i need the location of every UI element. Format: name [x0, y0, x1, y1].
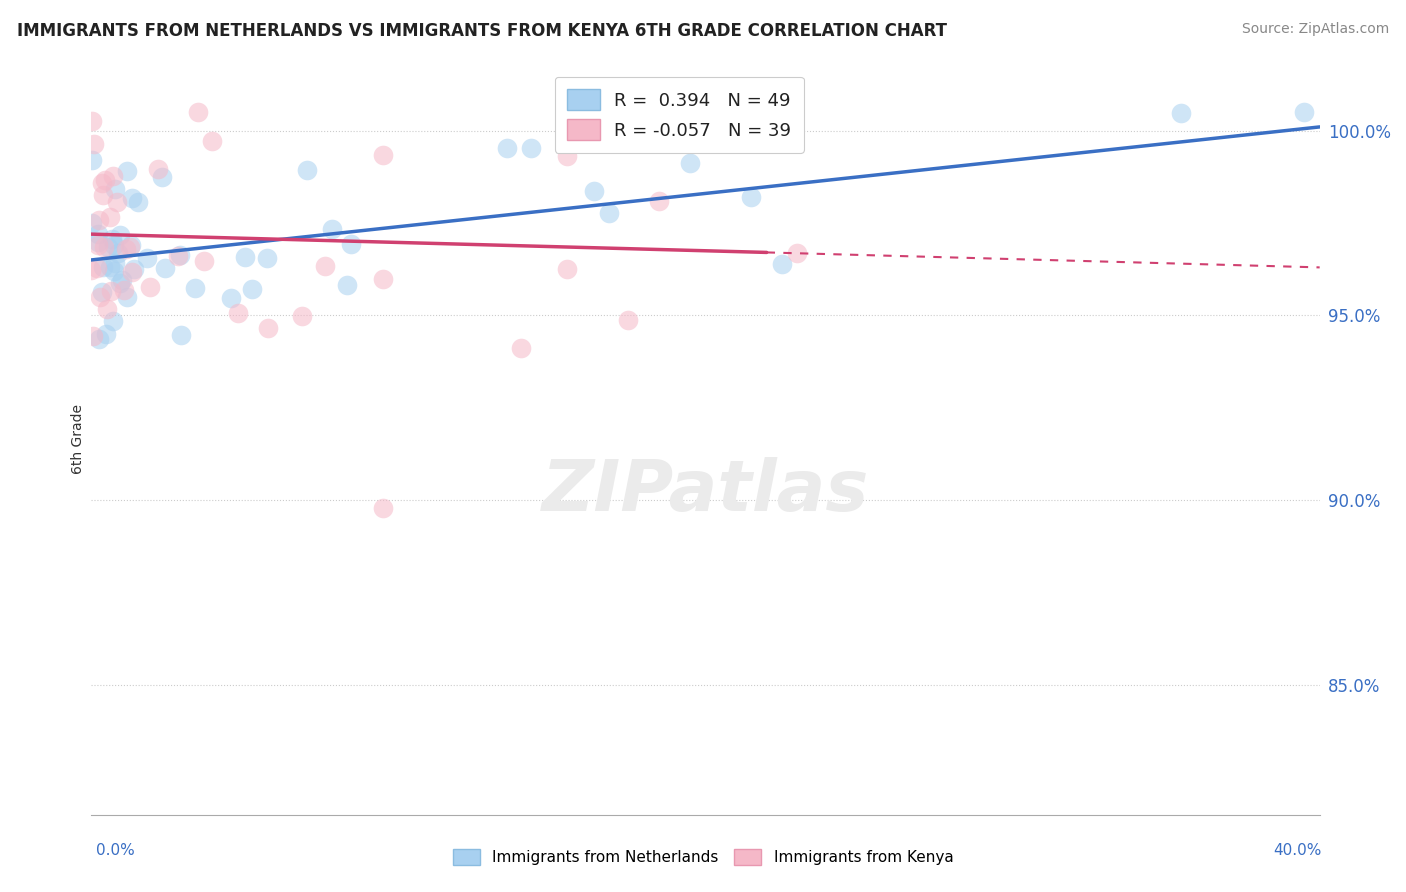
Point: [582, 184, 605, 198]
Point: [740, 190, 762, 204]
Point: [371, 272, 394, 286]
Point: [115, 242, 138, 256]
Point: [219, 291, 242, 305]
Point: [240, 282, 263, 296]
Point: [127, 194, 149, 209]
Point: [120, 240, 142, 254]
Point: [80, 114, 103, 128]
Point: [86, 227, 108, 241]
Point: [82, 329, 104, 343]
Point: [87, 235, 110, 249]
Point: [87, 238, 110, 252]
Point: [617, 313, 640, 327]
Point: [91, 176, 114, 190]
Point: [104, 256, 127, 270]
Point: [121, 264, 143, 278]
Point: [108, 227, 131, 242]
Point: [90, 285, 112, 300]
Point: [122, 262, 145, 277]
Point: [201, 134, 224, 148]
Point: [257, 321, 280, 335]
Point: [80, 216, 103, 230]
Text: Source: ZipAtlas.com: Source: ZipAtlas.com: [1241, 22, 1389, 37]
Point: [150, 169, 173, 184]
Point: [153, 261, 176, 276]
Point: [87, 213, 110, 227]
Point: [93, 240, 115, 254]
Point: [103, 264, 125, 278]
Point: [786, 246, 808, 260]
Point: [496, 141, 519, 155]
Point: [520, 141, 543, 155]
Point: [256, 251, 278, 265]
Point: [120, 238, 142, 252]
Point: [91, 260, 114, 274]
Point: [93, 187, 115, 202]
Point: [314, 260, 336, 274]
Point: [117, 290, 139, 304]
Point: [86, 260, 108, 275]
Point: [110, 276, 132, 290]
Y-axis label: 6th Grade: 6th Grade: [72, 404, 86, 475]
Point: [648, 194, 671, 208]
Point: [1294, 105, 1316, 120]
Point: [339, 237, 361, 252]
Point: [169, 247, 191, 261]
Point: [121, 191, 143, 205]
Point: [94, 173, 117, 187]
Point: [371, 148, 394, 162]
Point: [89, 290, 111, 304]
Legend: R =  0.394   N = 49, R = -0.057   N = 39: R = 0.394 N = 49, R = -0.057 N = 39: [554, 77, 804, 153]
Point: [598, 206, 620, 220]
Point: [233, 250, 256, 264]
Point: [187, 105, 209, 120]
Point: [98, 260, 121, 274]
Point: [101, 314, 124, 328]
Point: [105, 194, 128, 209]
Point: [83, 136, 105, 151]
Point: [291, 310, 314, 324]
Point: [110, 273, 132, 287]
Point: [146, 161, 169, 176]
Point: [101, 232, 124, 246]
Point: [226, 306, 249, 320]
Point: [103, 238, 125, 252]
Point: [101, 169, 124, 183]
Point: [321, 222, 343, 236]
Point: [112, 284, 135, 298]
Point: [555, 262, 578, 277]
Point: [80, 263, 103, 277]
Point: [184, 281, 207, 295]
Point: [166, 248, 188, 262]
Point: [555, 148, 578, 162]
Point: [96, 301, 118, 316]
Point: [679, 155, 702, 169]
Point: [107, 245, 129, 260]
Point: [1170, 105, 1192, 120]
Point: [87, 332, 110, 346]
Point: [193, 253, 215, 268]
Point: [104, 182, 127, 196]
Text: 40.0%: 40.0%: [1274, 843, 1322, 858]
Point: [100, 285, 122, 299]
Point: [80, 153, 103, 168]
Text: ZIPatlas: ZIPatlas: [541, 458, 869, 526]
Text: 0.0%: 0.0%: [96, 843, 135, 858]
Point: [97, 240, 120, 254]
Legend: Immigrants from Netherlands, Immigrants from Kenya: Immigrants from Netherlands, Immigrants …: [447, 843, 959, 871]
Point: [94, 327, 117, 342]
Text: IMMIGRANTS FROM NETHERLANDS VS IMMIGRANTS FROM KENYA 6TH GRADE CORRELATION CHART: IMMIGRANTS FROM NETHERLANDS VS IMMIGRANT…: [17, 22, 946, 40]
Point: [336, 277, 359, 292]
Point: [770, 257, 793, 271]
Point: [169, 327, 191, 342]
Point: [115, 164, 138, 178]
Point: [136, 252, 159, 266]
Point: [139, 280, 162, 294]
Point: [509, 341, 531, 355]
Point: [371, 500, 394, 515]
Point: [295, 163, 318, 178]
Point: [98, 210, 121, 224]
